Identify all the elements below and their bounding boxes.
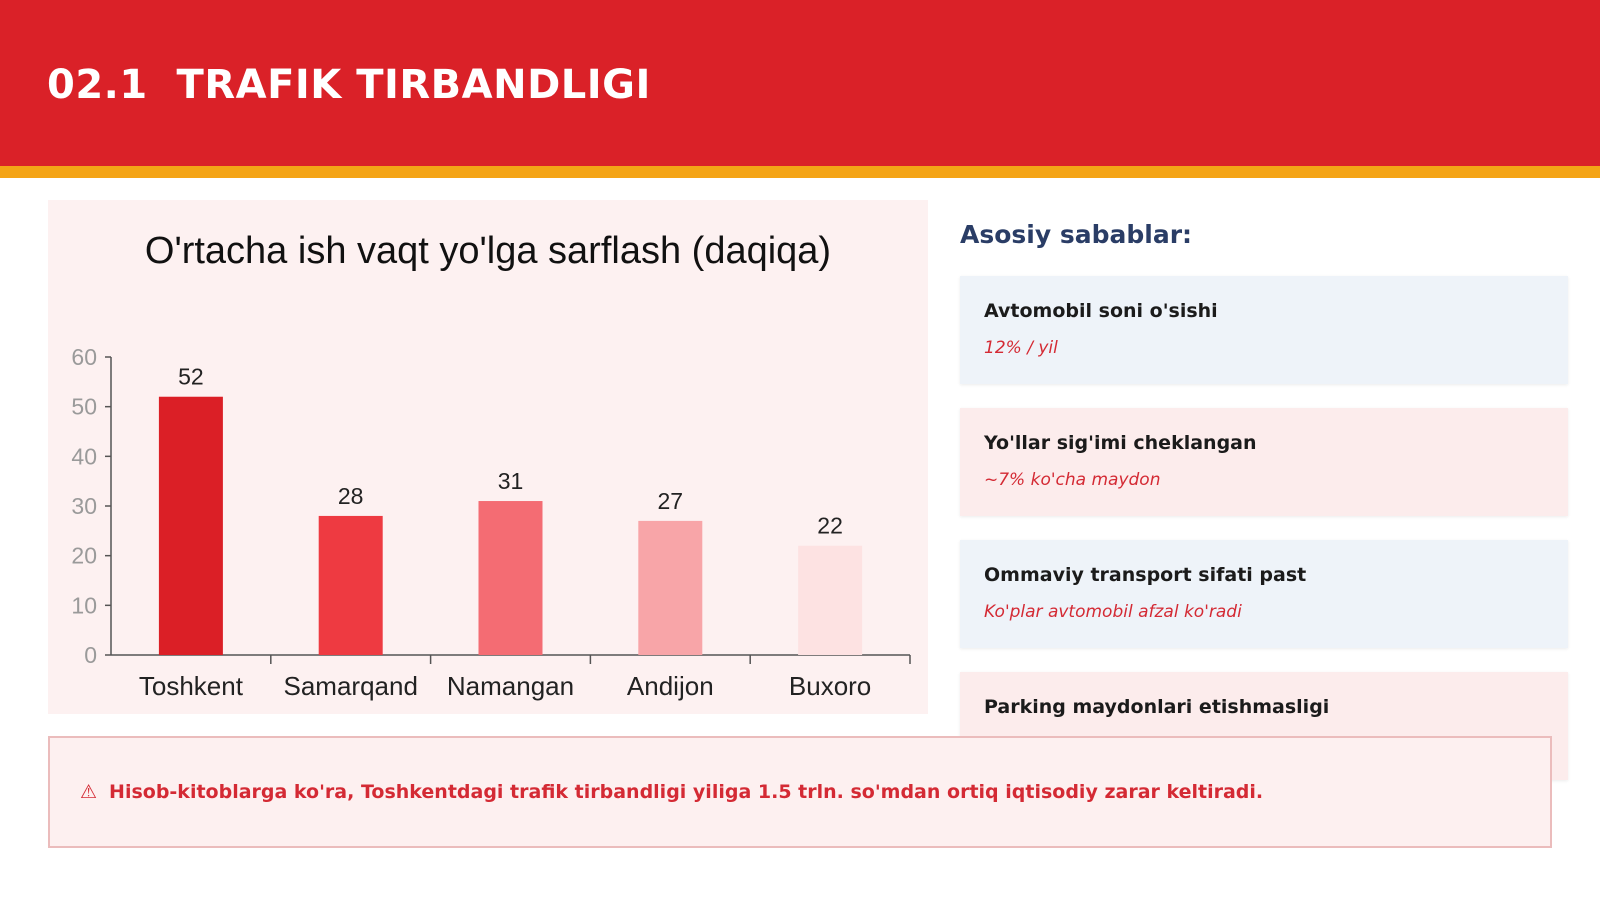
- y-tick-label: 60: [71, 344, 97, 370]
- x-tick-label: Toshkent: [139, 671, 244, 701]
- bar-data-label: 31: [498, 468, 524, 494]
- cause-card-public-transport: Ommaviy transport sifati past Ko'plar av…: [960, 540, 1568, 648]
- x-tick-label: Andijon: [627, 671, 714, 701]
- x-tick-label: Namangan: [447, 671, 574, 701]
- cause-note: ~7% ko'cha maydon: [984, 470, 1161, 490]
- bar: [158, 396, 223, 655]
- cause-title: Ommaviy transport sifati past: [984, 564, 1307, 586]
- cause-card-road-capacity: Yo'llar sig'imi cheklangan ~7% ko'cha ma…: [960, 408, 1568, 516]
- cause-title: Avtomobil soni o'sishi: [984, 300, 1218, 322]
- cause-title: Yo'llar sig'imi cheklangan: [984, 432, 1257, 454]
- bar-data-label: 22: [817, 513, 843, 539]
- y-tick-label: 0: [84, 642, 97, 668]
- cause-card-car-growth: Avtomobil soni o'sishi 12% / yil: [960, 276, 1568, 384]
- alert-text: Hisob-kitoblarga ko'ra, Toshkentdagi tra…: [109, 781, 1264, 803]
- bar: [478, 501, 543, 655]
- cause-title: Parking maydonlari etishmasligi: [984, 696, 1330, 718]
- bar-data-label: 27: [658, 488, 684, 514]
- causes-heading: Asosiy sabablar:: [960, 220, 1193, 249]
- y-tick-label: 10: [71, 592, 97, 618]
- chart-title: O'rtacha ish vaqt yo'lga sarflash (daqiq…: [144, 230, 832, 272]
- y-tick-label: 30: [71, 493, 97, 519]
- bar: [638, 520, 703, 655]
- cause-note: Ko'plar avtomobil afzal ko'radi: [984, 602, 1242, 622]
- warning-icon: ⚠: [80, 781, 98, 803]
- header-accent-stripe: [0, 166, 1600, 178]
- cause-note: 12% / yil: [984, 338, 1058, 358]
- bar-data-label: 28: [338, 483, 364, 509]
- chart-panel: 0 10 20 30 40 50 60 52 Toshkent 28 Samarqand 31 Nama…: [48, 200, 928, 714]
- header-band: [0, 0, 1600, 166]
- page-title: 02.1 TRAFIK TIRBANDLIGI: [47, 62, 651, 108]
- alert-box: ⚠ Hisob-kitoblarga ko'ra, Toshkentdagi t…: [48, 736, 1552, 848]
- y-tick-label: 40: [71, 443, 97, 469]
- bar-data-label: 52: [178, 364, 204, 390]
- x-tick-label: Samarqand: [283, 671, 417, 701]
- y-tick-label: 50: [71, 394, 97, 420]
- x-tick-label: Buxoro: [789, 671, 871, 701]
- bar-chart: 0 10 20 30 40 50 60 52 Toshkent 28 Samarqand 31 Nama…: [71, 344, 911, 701]
- bar: [318, 515, 383, 655]
- y-tick-label: 20: [71, 543, 97, 569]
- bar: [798, 545, 863, 655]
